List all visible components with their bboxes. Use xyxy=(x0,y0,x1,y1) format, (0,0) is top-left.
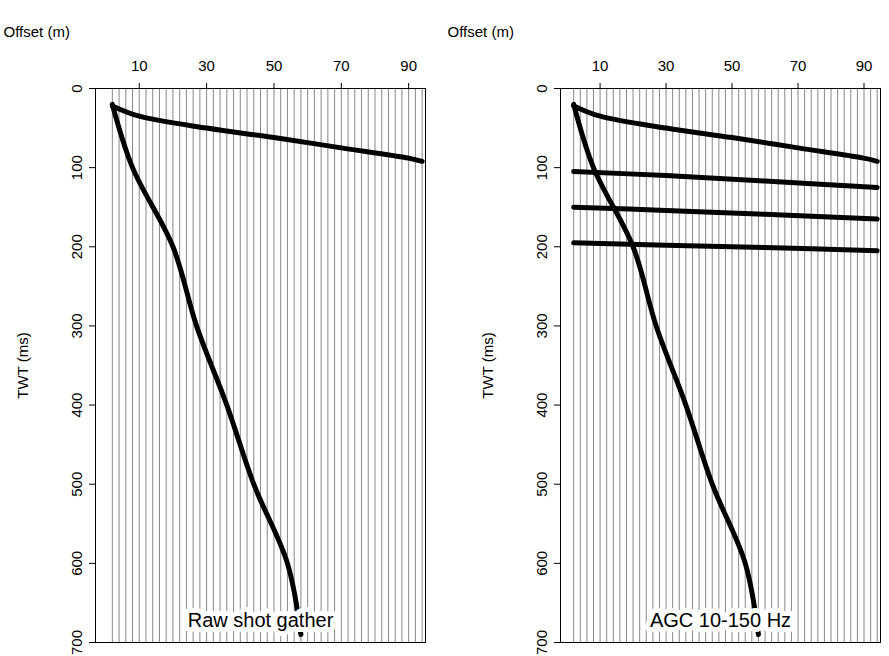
svg-text:300: 300 xyxy=(68,313,85,338)
svg-text:50: 50 xyxy=(724,57,741,74)
svg-text:30: 30 xyxy=(658,57,675,74)
svg-text:70: 70 xyxy=(790,57,807,74)
svg-text:90: 90 xyxy=(856,57,873,74)
svg-text:Offset (m): Offset (m) xyxy=(448,23,514,40)
svg-text:200: 200 xyxy=(68,234,85,259)
svg-text:300: 300 xyxy=(533,313,550,338)
svg-text:700: 700 xyxy=(68,630,85,655)
svg-text:10: 10 xyxy=(592,57,609,74)
svg-text:TWT (ms): TWT (ms) xyxy=(14,332,31,398)
svg-text:700: 700 xyxy=(533,630,550,655)
svg-text:600: 600 xyxy=(68,551,85,576)
svg-text:600: 600 xyxy=(533,551,550,576)
svg-text:200: 200 xyxy=(533,234,550,259)
svg-text:0: 0 xyxy=(533,84,550,92)
svg-text:50: 50 xyxy=(266,57,283,74)
svg-text:30: 30 xyxy=(198,57,215,74)
svg-text:70: 70 xyxy=(333,57,350,74)
svg-text:Raw shot gather: Raw shot gather xyxy=(188,609,334,631)
svg-text:Offset (m): Offset (m) xyxy=(4,23,70,40)
svg-text:100: 100 xyxy=(68,155,85,180)
svg-text:400: 400 xyxy=(533,393,550,418)
svg-text:500: 500 xyxy=(68,472,85,497)
svg-text:100: 100 xyxy=(533,155,550,180)
svg-text:AGC 10-150 Hz: AGC 10-150 Hz xyxy=(650,609,791,631)
svg-text:90: 90 xyxy=(400,57,417,74)
svg-text:10: 10 xyxy=(131,57,148,74)
svg-text:500: 500 xyxy=(533,472,550,497)
svg-text:TWT (ms): TWT (ms) xyxy=(479,332,496,398)
svg-text:400: 400 xyxy=(68,393,85,418)
svg-text:0: 0 xyxy=(68,84,85,92)
